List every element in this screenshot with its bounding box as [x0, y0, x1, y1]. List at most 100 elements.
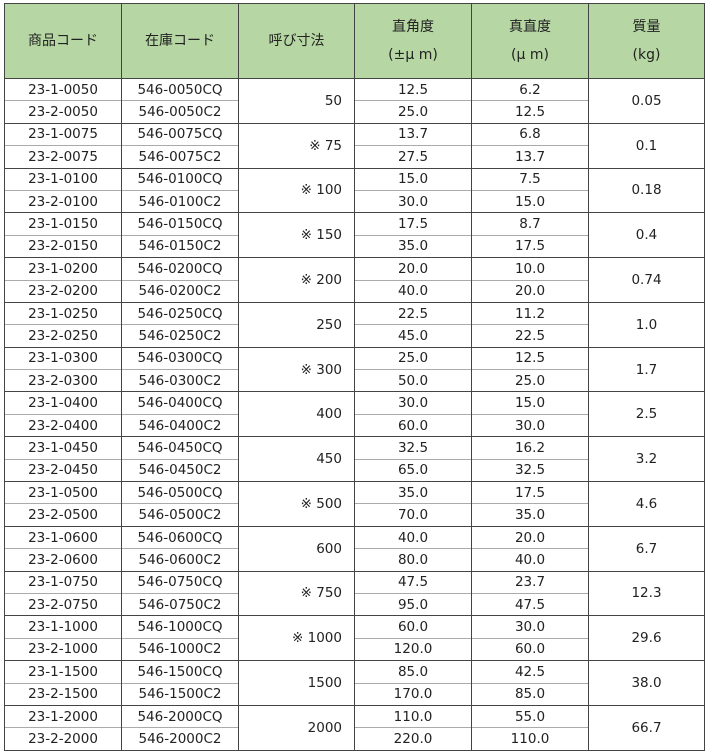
header-line: 質量 — [632, 19, 661, 35]
nominal-size-cell: ※ 1000 — [238, 615, 355, 662]
table-row: 23-2-0400 546-0400C2 60.0 30.0 — [4, 413, 705, 437]
stock-code-cell: 546-0200CQ — [121, 257, 239, 281]
stock-code-cell: 546-1000CQ — [121, 615, 239, 639]
squareness-cell: 20.0 — [354, 257, 472, 281]
squareness-cell: 220.0 — [354, 727, 472, 751]
squareness-cell: 25.0 — [354, 100, 472, 124]
stock-code-cell: 546-2000CQ — [121, 704, 239, 728]
mass-cell: 0.1 — [588, 122, 705, 169]
table-row: 23-1-0600 546-0600CQ 600 40.0 20.0 6.7 — [4, 525, 705, 572]
stock-code-cell: 546-0500CQ — [121, 481, 239, 504]
table-row: 23-2-0250 546-0250C2 45.0 22.5 — [4, 324, 705, 348]
straightness-cell: 32.5 — [471, 458, 589, 482]
squareness-cell: 27.5 — [354, 145, 472, 169]
product-code-cell: 23-1-0450 — [4, 436, 122, 460]
mass-cell: 12.3 — [588, 570, 705, 617]
product-code-cell: 23-1-0500 — [4, 481, 122, 504]
nominal-size-cell: 2000 — [238, 704, 355, 751]
product-code-cell: 23-2-0075 — [4, 145, 122, 169]
product-code-cell: 23-2-0400 — [4, 413, 122, 437]
stock-code-cell: 546-0450CQ — [121, 436, 239, 460]
mass-cell: 4.6 — [588, 481, 705, 527]
squareness-cell: 65.0 — [354, 458, 472, 482]
stock-code-cell: 546-0750C2 — [121, 592, 239, 616]
stock-code-cell: 546-0050CQ — [121, 77, 239, 101]
product-code-cell: 23-1-0200 — [4, 257, 122, 281]
stock-code-cell: 546-1500C2 — [121, 682, 239, 706]
nominal-size-cell: ※ 300 — [238, 346, 355, 393]
squareness-cell: 70.0 — [354, 503, 472, 527]
straightness-cell: 30.0 — [471, 413, 589, 437]
straightness-cell: 25.0 — [471, 369, 589, 392]
product-code-cell: 23-1-1000 — [4, 615, 122, 639]
table-row: 23-1-1500 546-1500CQ 1500 85.0 42.5 38.0 — [4, 660, 705, 706]
mass-cell: 0.18 — [588, 167, 705, 214]
squareness-cell: 30.0 — [354, 189, 472, 213]
mass-cell: 38.0 — [588, 660, 705, 706]
squareness-cell: 60.0 — [354, 615, 472, 639]
product-code-cell: 23-1-0300 — [4, 346, 122, 370]
straightness-cell: 47.5 — [471, 592, 589, 616]
stock-code-cell: 546-0100C2 — [121, 189, 239, 213]
straightness-cell: 12.5 — [471, 100, 589, 124]
nominal-size-cell: 400 — [238, 391, 355, 438]
squareness-cell: 17.5 — [354, 212, 472, 236]
table-row: 23-1-0750 546-0750CQ ※ 750 47.5 23.7 12.3 — [4, 570, 705, 617]
nominal-size-cell: ※ 750 — [238, 570, 355, 617]
stock-code-cell: 546-0200C2 — [121, 279, 239, 303]
mass-cell: 29.6 — [588, 615, 705, 662]
straightness-cell: 22.5 — [471, 324, 589, 348]
straightness-cell: 35.0 — [471, 503, 589, 527]
table-row: 23-1-0400 546-0400CQ 400 30.0 15.0 2.5 — [4, 391, 705, 438]
product-code-cell: 23-1-0250 — [4, 301, 122, 325]
table-row: 23-2-2000 546-2000C2 220.0 110.0 — [4, 727, 705, 751]
straightness-cell: 110.0 — [471, 727, 589, 751]
nominal-size-cell: 450 — [238, 436, 355, 483]
header-line: 直角度 — [392, 19, 434, 35]
spec-table: 商品コード 在庫コード 呼び寸法 直角度 (±μ m) 真直度 (μ m) 質量 (kg) 23… — [4, 3, 705, 751]
table-row: 23-2-0200 546-0200C2 40.0 20.0 — [4, 279, 705, 303]
stock-code-cell: 546-0600C2 — [121, 548, 239, 572]
squareness-cell: 35.0 — [354, 481, 472, 504]
straightness-cell: 12.5 — [471, 346, 589, 370]
squareness-cell: 85.0 — [354, 660, 472, 684]
header-line: (±μ m) — [388, 47, 438, 63]
nominal-size-cell: 250 — [238, 301, 355, 348]
straightness-cell: 85.0 — [471, 682, 589, 706]
stock-code-cell: 546-0600CQ — [121, 525, 239, 549]
stock-code-cell: 546-0250C2 — [121, 324, 239, 348]
straightness-cell: 42.5 — [471, 660, 589, 684]
squareness-cell: 40.0 — [354, 279, 472, 303]
product-code-cell: 23-2-0500 — [4, 503, 122, 527]
stock-code-cell: 546-0050C2 — [121, 100, 239, 124]
mass-cell: 3.2 — [588, 436, 705, 483]
product-code-cell: 23-1-0750 — [4, 570, 122, 594]
straightness-cell: 40.0 — [471, 548, 589, 572]
nominal-size-cell: ※ 150 — [238, 212, 355, 259]
table-row: 23-1-0300 546-0300CQ ※ 300 25.0 12.5 1.7 — [4, 346, 705, 393]
table-row: 23-1-0250 546-0250CQ 250 22.5 11.2 1.0 — [4, 301, 705, 348]
header-squareness: 直角度 (±μ m) — [354, 3, 472, 79]
product-code-cell: 23-1-0600 — [4, 525, 122, 549]
stock-code-cell: 546-0300CQ — [121, 346, 239, 370]
mass-cell: 66.7 — [588, 704, 705, 751]
product-code-cell: 23-2-0050 — [4, 100, 122, 124]
table-row: 23-2-1000 546-1000C2 120.0 60.0 — [4, 637, 705, 661]
nominal-size-cell: ※ 200 — [238, 257, 355, 303]
header-row: 商品コード 在庫コード 呼び寸法 直角度 (±μ m) 真直度 (μ m) 質量 (kg) — [4, 3, 705, 79]
straightness-cell: 16.2 — [471, 436, 589, 460]
header-stock-code: 在庫コード — [121, 3, 239, 79]
product-code-cell: 23-1-0150 — [4, 212, 122, 236]
nominal-size-cell: 600 — [238, 525, 355, 572]
product-code-cell: 23-1-2000 — [4, 704, 122, 728]
straightness-cell: 10.0 — [471, 257, 589, 281]
straightness-cell: 20.0 — [471, 279, 589, 303]
stock-code-cell: 546-1000C2 — [121, 637, 239, 661]
table-row: 23-1-0450 546-0450CQ 450 32.5 16.2 3.2 — [4, 436, 705, 483]
straightness-cell: 15.0 — [471, 391, 589, 415]
mass-cell: 0.05 — [588, 78, 705, 124]
table-row: 23-1-0500 546-0500CQ ※ 500 35.0 17.5 4.6 — [4, 481, 705, 527]
header-line: (kg) — [632, 47, 661, 63]
squareness-cell: 35.0 — [354, 234, 472, 258]
product-code-cell: 23-2-0450 — [4, 458, 122, 482]
